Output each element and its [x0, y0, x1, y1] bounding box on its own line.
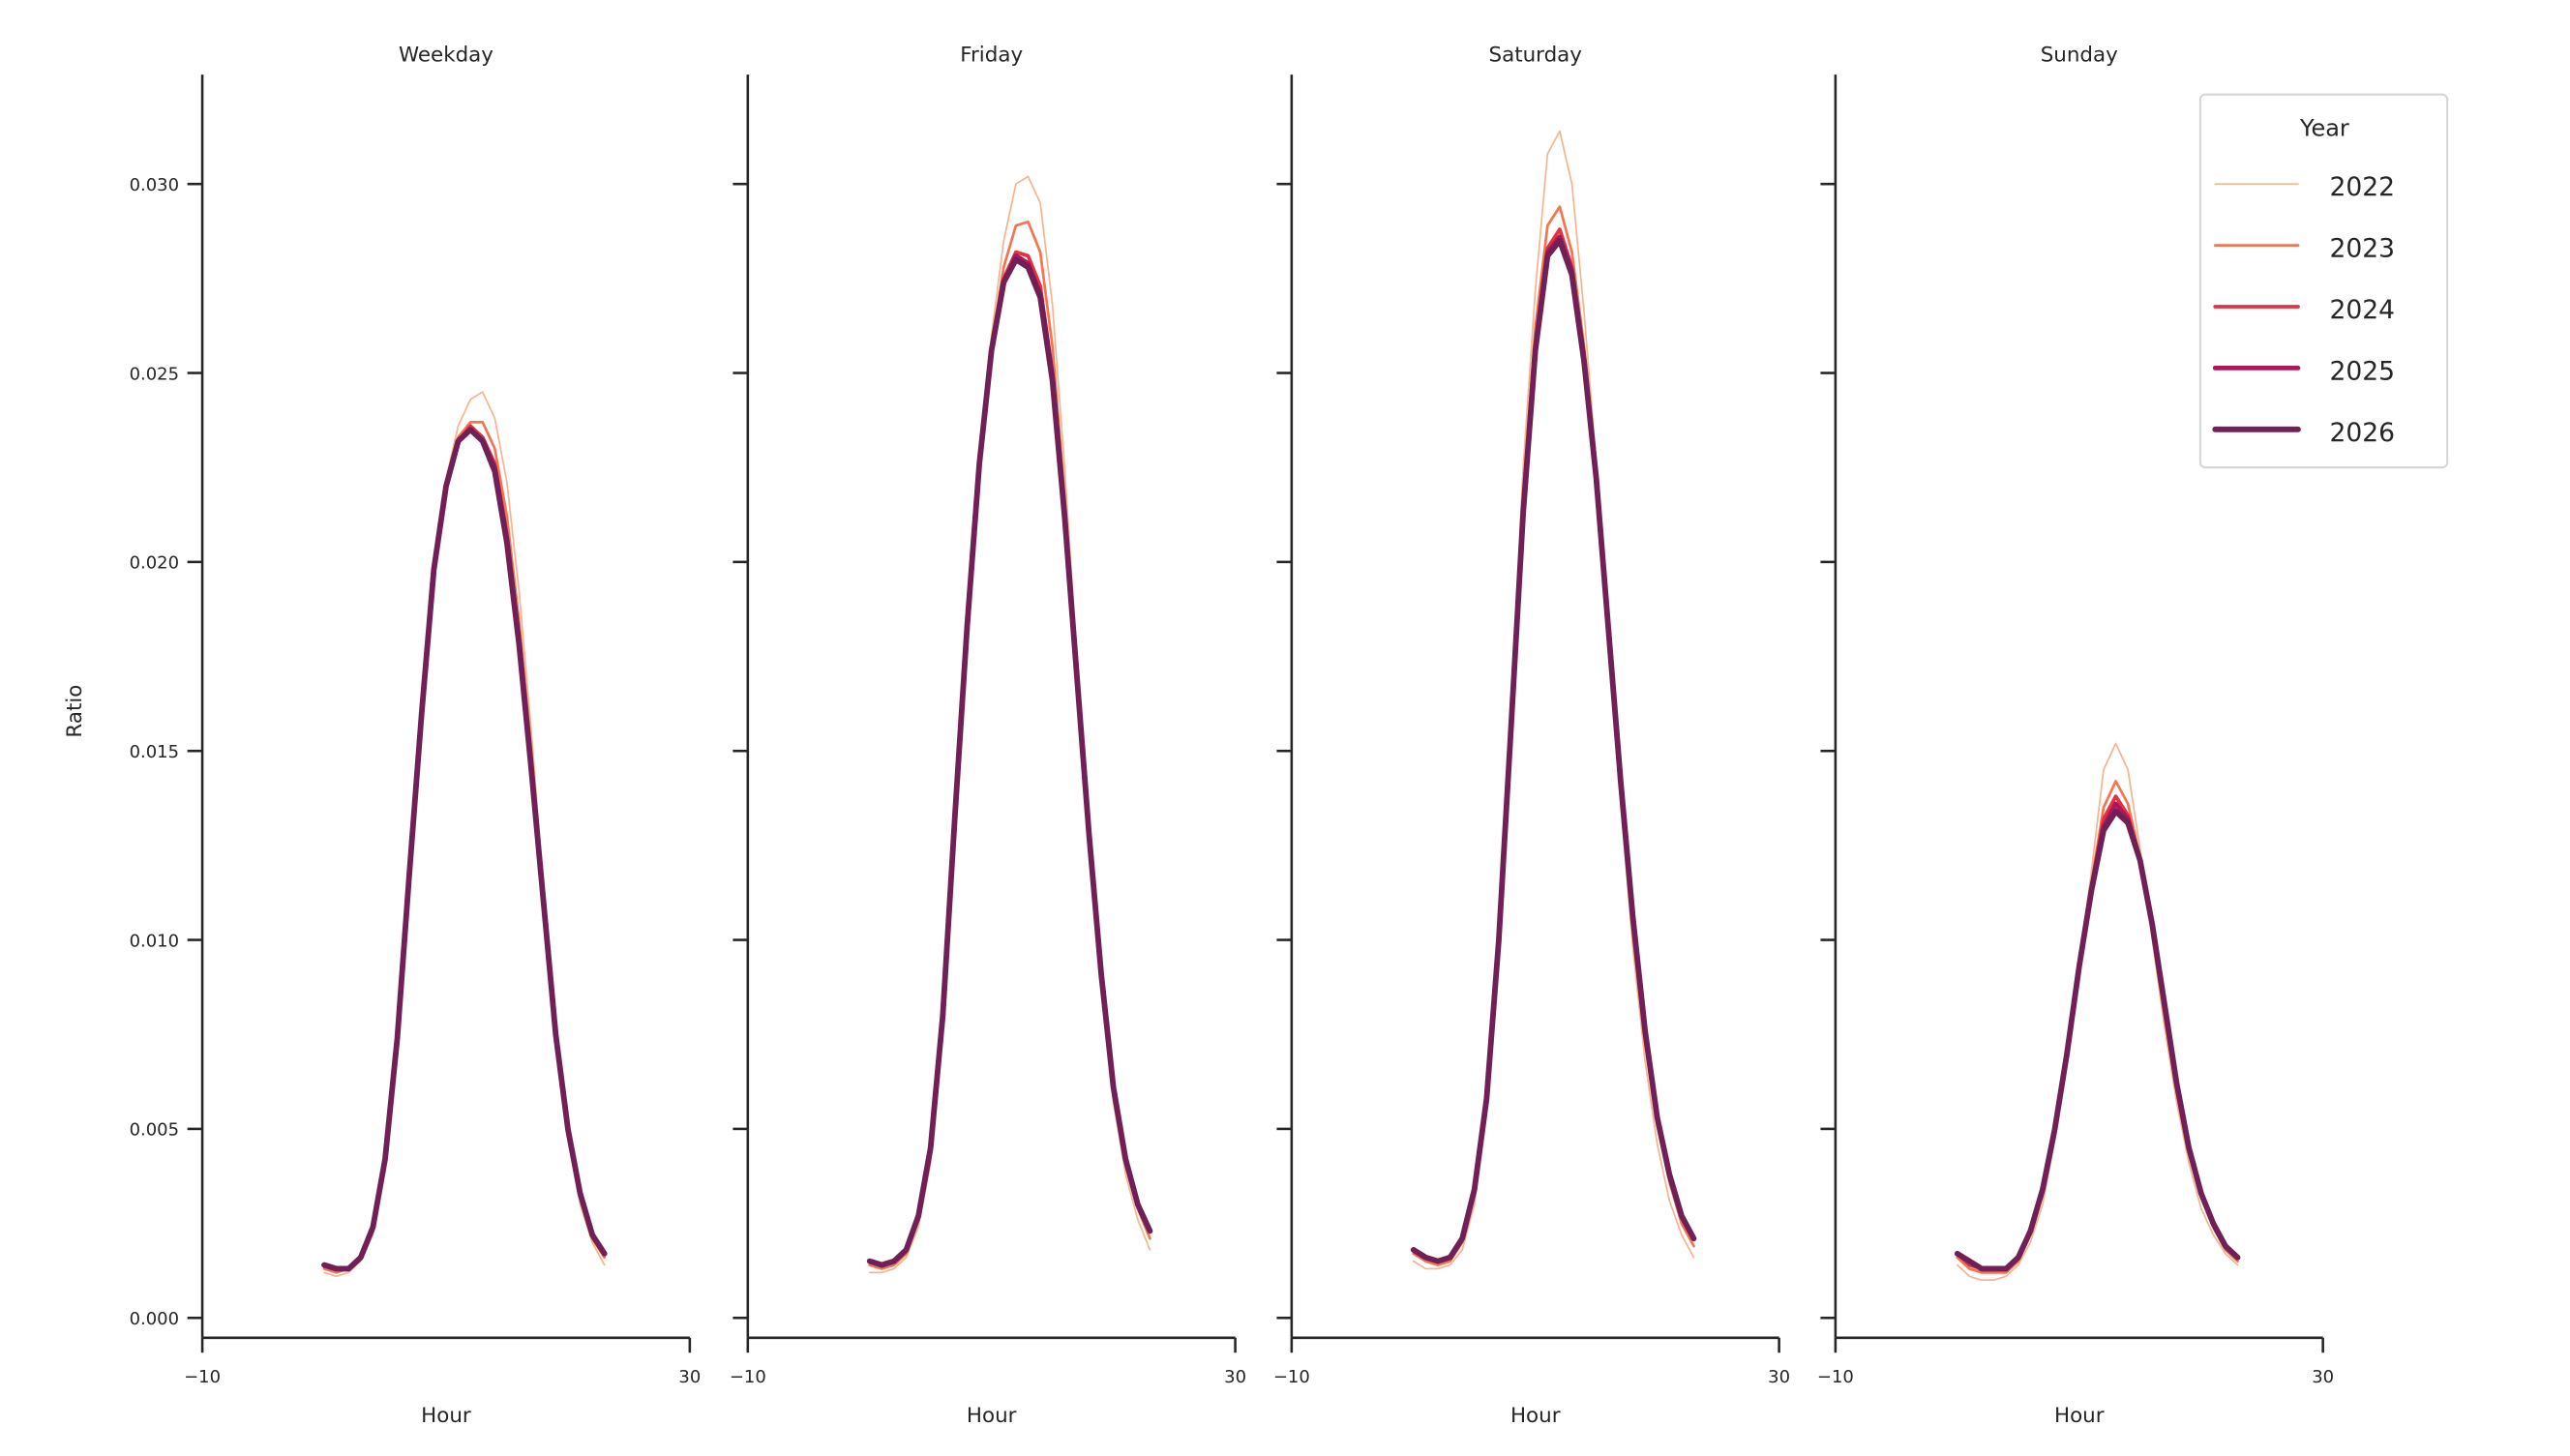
series-line-2024	[322, 424, 607, 1271]
series-line-2022	[323, 391, 606, 1278]
y-axis	[732, 74, 750, 1338]
legend-label: 2025	[2330, 356, 2396, 386]
series-lines	[321, 391, 608, 1278]
series-line-2022	[1956, 742, 2239, 1282]
panel-title: Friday	[960, 43, 1023, 67]
legend-entry-2025: 2025	[2212, 356, 2396, 386]
panel-title: Saturday	[1489, 43, 1583, 67]
series-line-2026	[1410, 237, 1697, 1264]
series-line-2023	[868, 220, 1151, 1270]
series-lines	[1410, 130, 1697, 1270]
panel-saturday: Saturday −10 30 Hour	[1273, 43, 1790, 1428]
series-line-2026	[1954, 808, 2241, 1272]
x-axis-label: Hour	[2054, 1404, 2105, 1428]
x-axis-label: Hour	[421, 1404, 471, 1428]
panel-title: Weekday	[399, 43, 493, 67]
legend-entry-2026: 2026	[2212, 418, 2396, 448]
x-axis: −10 30 Hour	[730, 1336, 1246, 1428]
legend-label: 2024	[2330, 295, 2396, 325]
x-axis: −10 30 Hour	[184, 1336, 701, 1428]
legend-label: 2022	[2330, 172, 2396, 202]
y-axis-label: Ratio	[63, 685, 87, 738]
x-axis: −10 30 Hour	[1817, 1336, 2334, 1428]
y-axis	[1820, 74, 1838, 1338]
series-line-2025	[867, 253, 1152, 1267]
x-tick-label-min: −10	[1273, 1367, 1310, 1387]
x-tick-label-min: −10	[730, 1367, 766, 1387]
y-tick-label: 0.020	[130, 553, 180, 574]
y-tick-label: 0.000	[130, 1309, 180, 1329]
y-axis: 0.000 0.005 0.010 0.015 0.020 0.025 0.030	[130, 74, 204, 1338]
x-axis: −10 30 Hour	[1273, 1336, 1790, 1428]
x-axis-label: Hour	[1510, 1404, 1561, 1428]
series-line-2026	[866, 256, 1153, 1268]
legend-label: 2023	[2330, 234, 2396, 264]
legend-label: 2026	[2330, 418, 2396, 448]
y-tick-label: 0.015	[130, 742, 180, 762]
series-lines	[1954, 742, 2241, 1282]
legend-entry-2024: 2024	[2213, 295, 2396, 325]
series-line-2024	[867, 250, 1152, 1267]
x-tick-label-max: 30	[678, 1367, 701, 1387]
y-tick-label: 0.025	[130, 364, 180, 384]
x-axis-label: Hour	[967, 1404, 1017, 1428]
legend-entry-2023: 2023	[2213, 234, 2396, 264]
x-tick-label-min: −10	[184, 1367, 221, 1387]
y-tick-label: 0.030	[130, 175, 180, 195]
panel-friday: Friday −10 30 Hour	[730, 43, 1246, 1428]
panel-sunday: Sunday −10 30 Hour	[1817, 43, 2334, 1428]
panel-title: Sunday	[2041, 43, 2118, 67]
x-tick-label-max: 30	[1768, 1367, 1790, 1387]
legend-entry-2022: 2022	[2214, 172, 2396, 202]
series-lines	[866, 175, 1153, 1274]
y-tick-label: 0.005	[130, 1120, 180, 1141]
legend-title: Year	[2299, 115, 2349, 142]
x-tick-label-min: −10	[1817, 1367, 1854, 1387]
legend: Year 2022 2023 2024 2025 2026	[2198, 93, 2449, 469]
panel-weekday: Weekday 0.0000.0050.0100.0150.0200.0250.…	[130, 43, 702, 1428]
series-line-2022	[868, 175, 1151, 1274]
series-line-2023	[322, 420, 607, 1274]
x-tick-label-max: 30	[1224, 1367, 1246, 1387]
legend-frame	[2198, 93, 2449, 469]
series-line-2025	[321, 427, 608, 1271]
x-tick-label-max: 30	[2312, 1367, 2334, 1387]
series-line-2022	[1412, 130, 1695, 1270]
y-tick-label: 0.010	[130, 931, 180, 951]
series-line-2026	[321, 427, 608, 1272]
y-axis	[1276, 74, 1294, 1338]
